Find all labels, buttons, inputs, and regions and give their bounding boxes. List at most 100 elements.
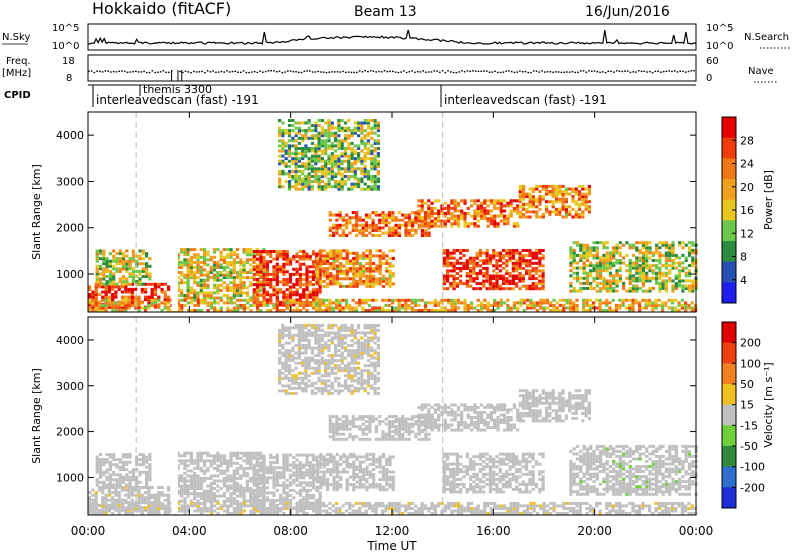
scatter-cell (137, 501, 141, 505)
scatter-cell (394, 223, 398, 227)
scatter-cell (199, 484, 203, 488)
scatter-cell (256, 488, 260, 492)
freq-dot (154, 71, 156, 74)
scatter-cell (144, 496, 148, 500)
scatter-cell (120, 488, 125, 492)
scatter-cell (193, 482, 197, 485)
scatter-cell (305, 288, 309, 292)
scatter-cell (505, 251, 509, 255)
scatter-cell (288, 257, 293, 261)
scatter-cell (470, 204, 474, 208)
scatter-cell (189, 248, 193, 252)
scatter-cell (259, 461, 263, 465)
scatter-cell (589, 274, 593, 278)
scatter-cell (256, 298, 260, 302)
scatter-cell (360, 139, 364, 143)
scatter-cell (433, 217, 437, 221)
scatter-cell (287, 164, 292, 168)
scatter-cell (256, 270, 260, 274)
scatter-cell (262, 478, 266, 482)
scatter-cell (304, 154, 308, 158)
scatter-cell (479, 309, 484, 312)
scatter-cell (667, 306, 671, 310)
scatter-cell (108, 478, 112, 482)
scatter-cell (102, 480, 106, 484)
scatter-cell (498, 284, 502, 288)
scatter-cell (579, 253, 583, 257)
scatter-cell (535, 197, 539, 201)
scatter-cell (206, 283, 210, 287)
scatter-cell (291, 157, 295, 161)
scatter-cell (206, 253, 210, 257)
scatter-cell (499, 303, 503, 307)
scatter-cell (545, 205, 549, 209)
scatter-cell (287, 129, 292, 133)
scatter-cell (479, 212, 484, 215)
scatter-cell (222, 286, 226, 290)
scatter-cell (294, 182, 298, 186)
scatter-cell (599, 261, 603, 265)
scatter-cell (562, 309, 566, 312)
scatter-cell (232, 451, 236, 455)
scatter-cell (135, 475, 139, 479)
scatter-cell (316, 269, 320, 273)
scatter-cell (531, 205, 535, 209)
scatter-cell (423, 301, 428, 305)
scatter-cell (365, 269, 369, 273)
scatter-cell (411, 211, 415, 215)
freq-dot (245, 71, 248, 74)
scatter-cell (348, 277, 353, 281)
scatter-cell (420, 199, 424, 203)
scatter-cell (272, 275, 276, 279)
scatter-cell (206, 258, 210, 262)
scatter-cell (297, 121, 301, 125)
scatter-cell (516, 209, 520, 213)
freq-dot (353, 71, 355, 74)
scatter-cell (334, 139, 338, 143)
scatter-cell (189, 487, 193, 490)
scatter-cell (466, 206, 470, 210)
scatter-cell (511, 277, 515, 281)
scatter-cell (377, 306, 381, 310)
scatter-cell (138, 272, 142, 276)
scatter-cell (209, 489, 213, 493)
scatter-cell (476, 209, 480, 213)
scatter-cell (324, 185, 328, 189)
scatter-cell (328, 213, 332, 217)
scatter-cell (317, 124, 321, 127)
scatter-cell (618, 261, 622, 265)
scatter-cell (465, 284, 469, 288)
scatter-cell (226, 461, 230, 465)
scatter-cell (337, 162, 341, 166)
scatter-cell (291, 144, 295, 148)
scatter-cell (417, 209, 421, 213)
scatter-cell (397, 234, 401, 237)
scatter-cell (381, 218, 385, 222)
scatter-cell (483, 201, 487, 205)
scatter-cell (114, 295, 118, 299)
freq-dot (392, 70, 394, 73)
freq-dot (129, 71, 132, 73)
scatter-cell (332, 264, 336, 268)
scatter-cell (138, 249, 142, 253)
scatter-cell (595, 269, 599, 273)
scatter-cell (674, 276, 678, 280)
scatter-cell (135, 280, 139, 284)
scatter-cell (101, 506, 105, 510)
scatter-cell (569, 261, 573, 265)
scatter-cell (598, 309, 602, 312)
scatter-cell (347, 144, 351, 148)
scatter-cell (366, 149, 371, 153)
scatter-cell (316, 267, 320, 271)
scatter-cell (259, 252, 263, 256)
scatter-cell (219, 459, 223, 463)
scatter-cell (516, 206, 520, 210)
scatter-cell (269, 283, 273, 287)
scatter-cell (469, 266, 473, 270)
scatter-cell (163, 295, 167, 299)
scatter-cell (450, 199, 454, 203)
scatter-cell (256, 486, 260, 490)
scatter-cell (310, 159, 315, 163)
scatter-cell (167, 493, 171, 497)
scatter-cell (506, 219, 510, 223)
